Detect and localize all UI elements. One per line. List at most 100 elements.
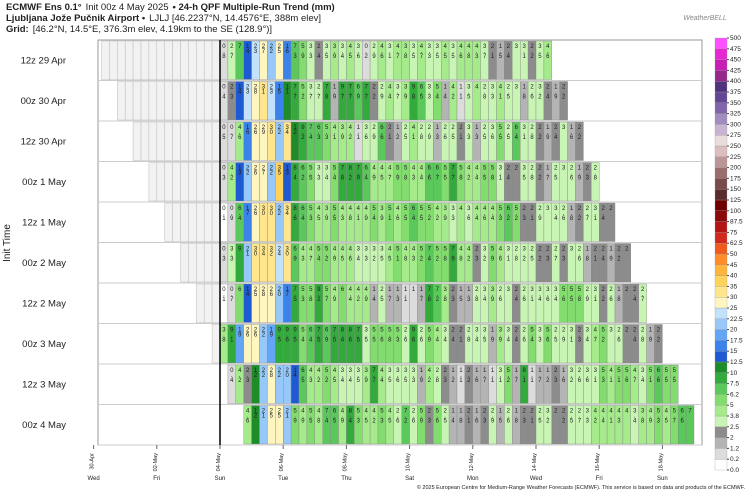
cell-value: 22	[245, 166, 251, 176]
cell-value: 2.4	[632, 328, 638, 343]
cell-value: 2.2	[529, 44, 535, 59]
cell-value: 2.6	[529, 85, 535, 100]
cell-value: 16	[284, 44, 290, 54]
cell-value: 1.7	[482, 368, 488, 383]
cell-value: 3.9	[339, 125, 345, 140]
cell-value: 4.2	[592, 409, 598, 424]
cell-value: 2.4	[600, 247, 606, 262]
cell-value: 5.4	[371, 206, 377, 221]
past-cell	[164, 121, 173, 161]
colorbar-swatch	[714, 113, 728, 125]
row-label: 12z 29 Apr	[21, 55, 66, 66]
cell-value: 4.6	[395, 206, 401, 221]
cell-value: 2.8	[418, 125, 424, 140]
cell-value: 4.8	[458, 247, 464, 262]
day-label: Sun	[215, 476, 226, 482]
past-cell	[172, 121, 181, 161]
cell-value: 26	[253, 206, 259, 216]
past-cell	[188, 202, 197, 242]
qpf-cell	[622, 243, 632, 283]
cell-value: 3.4	[339, 368, 345, 383]
title-part: • 24-h QPF Multiple-Run Trend (mm)	[173, 2, 335, 13]
cell-value: 4.5	[332, 368, 338, 383]
past-cell	[196, 121, 205, 161]
cell-value: 1.9	[332, 85, 338, 100]
cell-value: 14	[245, 287, 251, 297]
cell-value: 6.4	[513, 125, 519, 140]
cell-value: 4.2	[371, 409, 377, 424]
past-cell	[196, 81, 205, 121]
cell-value: 13	[284, 166, 290, 176]
cell-value: 19	[268, 328, 274, 338]
cell-value: 2.7	[229, 44, 235, 59]
cell-value: 2.9	[584, 287, 590, 302]
row-label: 12z 30 Apr	[21, 136, 66, 147]
cell-value: 2	[608, 206, 614, 211]
cell-value: 5.9	[395, 166, 401, 181]
cell-value: 5.7	[324, 287, 330, 302]
x-tick-label: 10-May	[406, 453, 412, 472]
cell-value: 3.2	[537, 85, 543, 100]
cell-value: 2.5	[529, 247, 535, 262]
cell-value: 2.7	[584, 206, 590, 221]
cell-value: 3	[608, 328, 614, 333]
cell-value: 26	[253, 125, 259, 135]
cell-value: 13	[237, 166, 243, 176]
cell-value: 2.5	[442, 409, 448, 424]
colorbar-label: 125	[730, 197, 741, 204]
cell-value: 1.5	[497, 409, 503, 424]
cell-value: 6.5	[332, 409, 338, 424]
grid-info-part: Grid:	[6, 24, 29, 35]
colorbar-label: 425	[730, 67, 741, 74]
cell-value: 3.2	[521, 247, 527, 262]
colorbar-swatch	[714, 59, 728, 71]
cell-value: 1.6	[561, 368, 567, 383]
cell-value: 4.6	[245, 409, 251, 424]
cell-value: 2	[553, 409, 559, 414]
cell-value: 3.9	[497, 328, 503, 343]
cell-value: 4.2	[450, 85, 456, 100]
cell-value: 2.1	[458, 125, 464, 140]
cell-value: 4.9	[332, 287, 338, 302]
colorbar-swatch	[714, 307, 728, 319]
past-cell	[132, 40, 142, 80]
cell-value: 2.4	[553, 125, 559, 140]
past-cell	[196, 283, 205, 323]
cell-value: 2.8	[529, 125, 535, 140]
cell-value: 8.4	[339, 328, 345, 343]
cell-value: 3.4	[537, 287, 543, 302]
colorbar-swatch	[714, 221, 728, 233]
cell-value: 2.7	[640, 287, 646, 302]
colorbar-label: 6.2	[730, 391, 739, 398]
cell-value: 3.1	[521, 44, 527, 59]
cell-value: 1.9	[648, 328, 654, 343]
cell-value: 1.1	[529, 368, 535, 383]
cell-value: 35	[276, 166, 282, 176]
cell-value: 1.6	[474, 368, 480, 383]
grid-info: Grid: [46.2°N, 14.5°E, 376.3m elev, 4.19k…	[6, 24, 272, 35]
cell-value: 2.6	[608, 287, 614, 302]
colorbar-swatch	[714, 124, 728, 136]
past-cell	[203, 40, 213, 80]
cell-value: 3.2	[569, 368, 575, 383]
cell-value: 20	[284, 368, 290, 378]
cell-value: 3.8	[442, 287, 448, 302]
colorbar-label: 175	[730, 175, 741, 182]
cell-value: 7.7	[292, 85, 298, 100]
cell-value: 7.4	[324, 409, 330, 424]
cell-value: 2.3	[482, 409, 488, 424]
cell-value: 3	[505, 287, 511, 292]
cell-value: 7.8	[426, 287, 432, 302]
cell-value: 3.4	[640, 368, 646, 383]
cell-value: 3	[569, 247, 575, 252]
cell-value: 9.6	[284, 328, 290, 343]
past-cell	[156, 81, 165, 121]
past-cell	[172, 40, 181, 80]
cell-value: 4.8	[466, 44, 472, 59]
x-tick-label: 16-May	[595, 453, 601, 472]
cell-value: 5.4	[316, 247, 322, 262]
cell-value: 32	[268, 247, 274, 257]
cell-value: 4.9	[339, 409, 345, 424]
past-cell	[132, 81, 142, 121]
